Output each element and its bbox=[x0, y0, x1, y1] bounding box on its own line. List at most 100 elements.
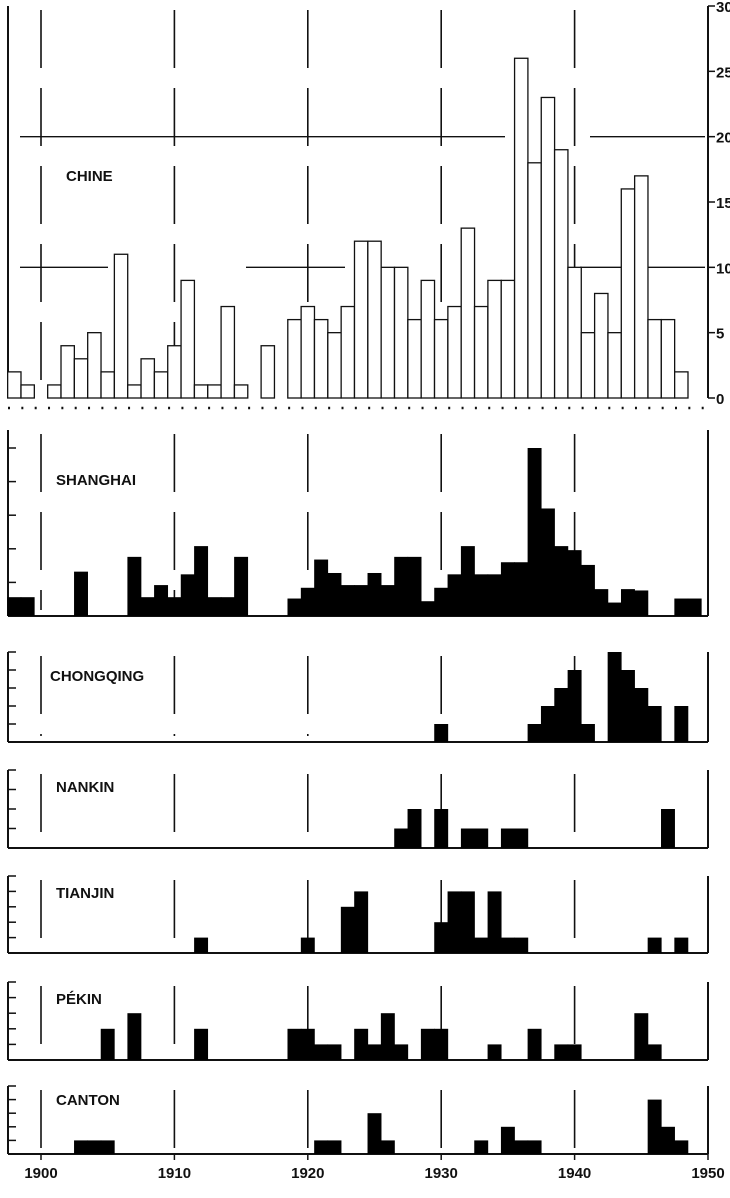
panel-shanghai: SHANGHAI bbox=[7, 430, 709, 617]
bar bbox=[367, 240, 382, 399]
bar bbox=[380, 1013, 395, 1060]
bar bbox=[407, 556, 422, 616]
bar bbox=[74, 571, 88, 616]
bar bbox=[354, 585, 369, 616]
bar bbox=[367, 1044, 382, 1060]
bar bbox=[607, 652, 622, 742]
bar bbox=[340, 305, 356, 399]
bar bbox=[314, 1140, 329, 1154]
bar bbox=[634, 590, 649, 616]
bar bbox=[447, 574, 462, 616]
bar bbox=[180, 574, 195, 616]
bar bbox=[567, 1044, 582, 1060]
bar bbox=[633, 175, 649, 399]
x-tick-label: 1910 bbox=[158, 1165, 191, 1182]
bar bbox=[647, 937, 662, 953]
bar bbox=[647, 318, 662, 399]
y-tick-label: 25 bbox=[716, 64, 730, 81]
bar bbox=[393, 266, 409, 399]
bar bbox=[434, 922, 449, 953]
panel-title: NANKIN bbox=[56, 779, 114, 796]
bar bbox=[447, 891, 462, 953]
bar bbox=[380, 1140, 395, 1154]
bar bbox=[153, 371, 169, 399]
bar bbox=[340, 906, 355, 953]
panel-title-bg bbox=[53, 777, 118, 797]
bar bbox=[527, 1028, 542, 1060]
bar bbox=[567, 550, 582, 616]
bar bbox=[367, 572, 382, 616]
bar bbox=[514, 562, 529, 616]
y-tick-label: 0 bbox=[716, 391, 724, 408]
bar bbox=[287, 598, 302, 616]
bar bbox=[140, 358, 156, 399]
y-tick-label: 30 bbox=[716, 0, 730, 16]
bar bbox=[434, 1028, 449, 1060]
bar bbox=[207, 597, 222, 616]
bar bbox=[661, 1126, 675, 1154]
bar bbox=[433, 318, 449, 399]
bar bbox=[233, 384, 249, 399]
bar bbox=[127, 1013, 142, 1060]
bar bbox=[434, 587, 449, 616]
panel-chine: 0 5 10 15 20 25 30 CHINE bbox=[7, 0, 730, 410]
bar bbox=[460, 891, 475, 953]
bar bbox=[74, 1140, 88, 1154]
bar bbox=[580, 724, 595, 742]
bar bbox=[634, 688, 649, 742]
bar bbox=[514, 1140, 529, 1154]
bar bbox=[634, 1013, 649, 1060]
panel-title: CHONGQING bbox=[50, 668, 144, 685]
bar bbox=[314, 559, 329, 616]
panel-canton: CANTON bbox=[7, 1085, 709, 1155]
bar bbox=[687, 598, 702, 616]
panel-title: CANTON bbox=[56, 1092, 120, 1109]
bar bbox=[353, 240, 369, 399]
bar bbox=[7, 371, 22, 399]
bar bbox=[194, 937, 209, 953]
bar bbox=[367, 1113, 382, 1154]
bar bbox=[487, 1044, 502, 1060]
bar bbox=[87, 332, 102, 399]
bar bbox=[87, 1140, 102, 1154]
bar bbox=[460, 828, 475, 848]
bar bbox=[300, 937, 315, 953]
bar bbox=[647, 1099, 662, 1154]
bar bbox=[394, 828, 409, 848]
bar bbox=[500, 562, 515, 616]
bar bbox=[327, 572, 342, 616]
bar bbox=[73, 358, 89, 399]
bar bbox=[167, 597, 182, 616]
bar bbox=[674, 706, 689, 742]
panel-title-bg bbox=[63, 166, 116, 186]
bar bbox=[380, 266, 396, 399]
panel-chongqing: CHONGQING bbox=[7, 651, 709, 743]
bar bbox=[20, 384, 35, 399]
bar bbox=[487, 574, 502, 616]
panel-title: PÉKIN bbox=[56, 991, 102, 1008]
bar bbox=[620, 188, 636, 399]
bar bbox=[474, 937, 489, 953]
bar bbox=[460, 546, 475, 616]
bar bbox=[47, 384, 62, 399]
x-tick-label: 1930 bbox=[425, 1165, 458, 1182]
bar bbox=[514, 828, 529, 848]
bar bbox=[20, 597, 35, 616]
bar bbox=[420, 279, 436, 399]
bar bbox=[100, 1140, 115, 1154]
bar bbox=[540, 96, 556, 399]
bar bbox=[394, 1044, 409, 1060]
y-tick-label: 20 bbox=[716, 130, 730, 147]
x-axis: 1900 1910 1920 1930 1940 1950 bbox=[24, 1154, 725, 1182]
panel-pkin: PÉKIN bbox=[7, 981, 709, 1061]
bar bbox=[554, 688, 569, 742]
bar bbox=[327, 1140, 342, 1154]
bar bbox=[154, 585, 169, 616]
bar bbox=[420, 1028, 435, 1060]
bar bbox=[180, 279, 196, 399]
bar bbox=[500, 937, 515, 953]
bar bbox=[540, 508, 555, 616]
bar bbox=[127, 384, 142, 399]
bar bbox=[487, 279, 502, 399]
bar bbox=[167, 345, 182, 399]
